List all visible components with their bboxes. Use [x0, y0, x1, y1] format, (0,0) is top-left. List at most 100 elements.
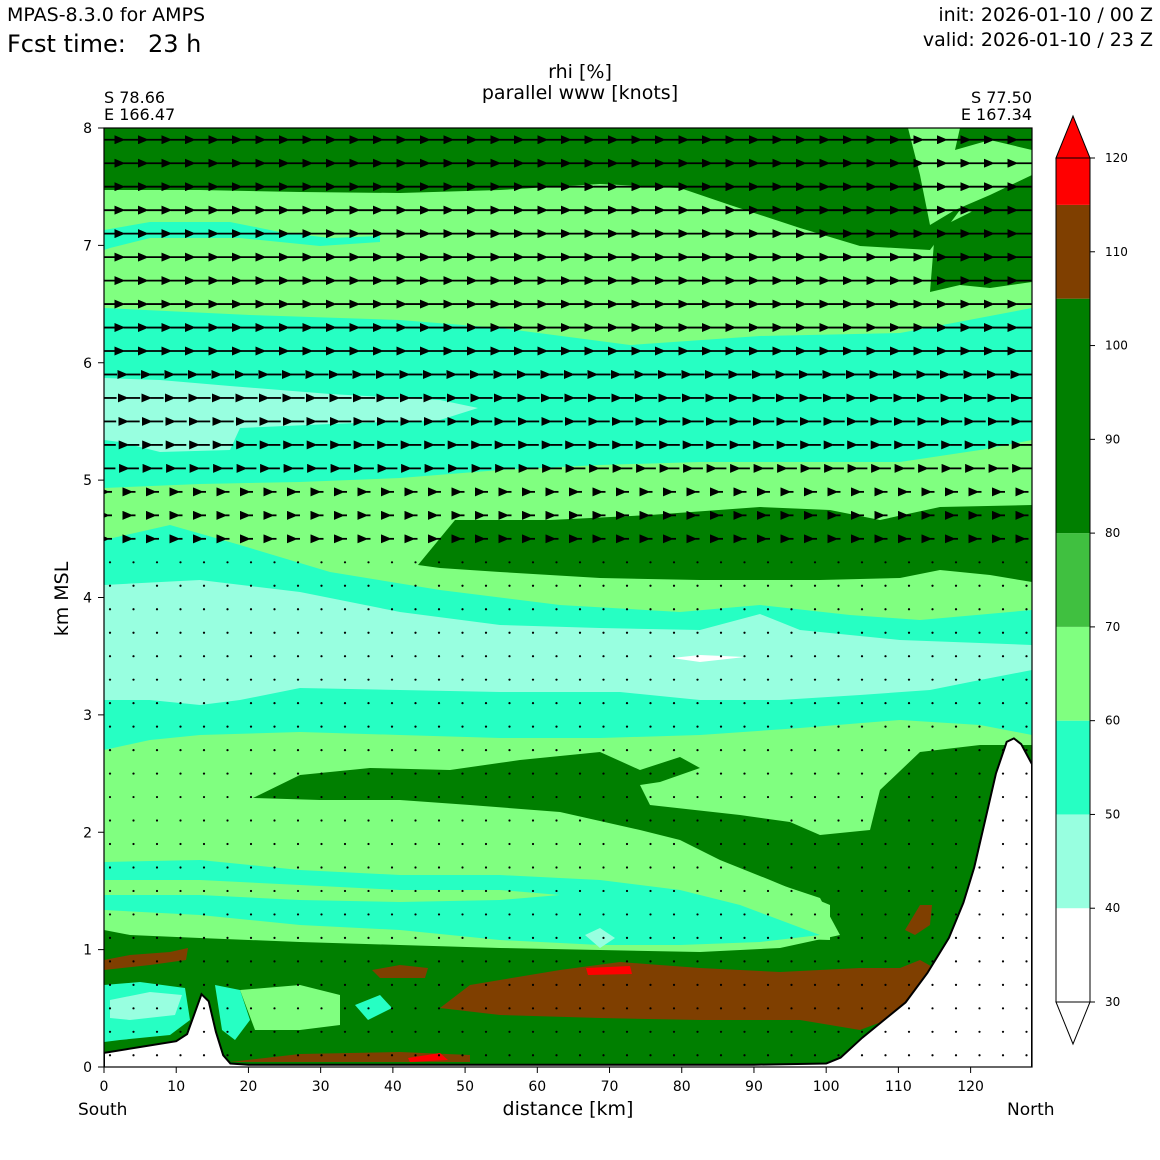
- wind-dot: [625, 725, 629, 728]
- wind-dot: [696, 678, 699, 681]
- wind-dot: [696, 983, 699, 986]
- wind-dot: [696, 748, 699, 752]
- wind-dot: [155, 819, 159, 822]
- wind-dot: [602, 631, 605, 634]
- wind-dot: [202, 584, 206, 587]
- wind-dot: [790, 702, 793, 705]
- wind-dot: [108, 889, 112, 893]
- wind-dot: [414, 866, 417, 869]
- wind-dot: [179, 584, 182, 587]
- wind-dot: [860, 1054, 864, 1057]
- wind-dot: [954, 678, 958, 681]
- wind-dot: [531, 842, 535, 846]
- wind-dot: [954, 725, 958, 728]
- wind-dot: [179, 960, 182, 963]
- wind-dot: [978, 1054, 981, 1057]
- wind-dot: [273, 561, 276, 564]
- wind-dot: [249, 631, 253, 634]
- wind-dot: [931, 678, 934, 681]
- wind-dot: [954, 1054, 958, 1057]
- rhi-white-sliver: [672, 655, 745, 662]
- wind-dot: [390, 561, 394, 564]
- wind-dot: [978, 655, 981, 658]
- wind-dot: [672, 866, 676, 869]
- wind-dot: [696, 819, 699, 822]
- wind-dot: [978, 842, 981, 846]
- y-tick-label: 8: [83, 121, 92, 137]
- wind-dot: [508, 842, 511, 846]
- wind-dot: [484, 866, 488, 869]
- wind-dot: [390, 772, 394, 775]
- wind-dot: [790, 842, 793, 846]
- wind-dot: [602, 983, 605, 986]
- wind-dot: [625, 842, 629, 846]
- wind-dot: [649, 608, 652, 611]
- wind-dot: [132, 1007, 135, 1010]
- wind-dot: [1001, 913, 1005, 916]
- wind-dot: [672, 1054, 676, 1057]
- wind-dot: [978, 584, 981, 587]
- wind-dot: [719, 983, 723, 986]
- wind-dot: [837, 631, 840, 634]
- wind-dot: [508, 819, 511, 822]
- wind-dot: [414, 819, 417, 822]
- y-tick-label: 3: [83, 708, 92, 724]
- rhi-band-top-dark: [104, 128, 1032, 250]
- wind-dot: [226, 561, 229, 564]
- valid-time: valid: 2026-01-10 / 23 Z: [922, 29, 1153, 51]
- wind-dot: [508, 655, 511, 658]
- model-label: MPAS-8.3.0 for AMPS: [7, 4, 206, 26]
- right-endpoint: S 77.50 E 167.34: [961, 89, 1032, 123]
- wind-dot: [179, 725, 182, 728]
- wind-dot: [578, 678, 582, 681]
- wind-dot: [343, 631, 347, 634]
- wind-dot: [343, 772, 347, 775]
- wind-dot: [860, 913, 864, 916]
- wind-dot: [766, 584, 770, 587]
- wind-dot: [907, 748, 911, 752]
- wind-dot: [531, 678, 535, 681]
- wind-dot: [155, 655, 159, 658]
- wind-dot: [296, 1007, 300, 1010]
- wind-dot: [696, 842, 699, 846]
- wind-dot: [625, 748, 629, 752]
- wind-dot: [437, 772, 441, 775]
- wind-dot: [320, 866, 323, 869]
- wind-dot: [508, 584, 511, 587]
- wind-dot: [461, 842, 464, 846]
- wind-dot: [555, 702, 558, 705]
- wind-dot: [931, 608, 934, 611]
- wind-dot: [884, 866, 887, 869]
- wind-dot: [132, 889, 135, 893]
- left-lon: E 166.47: [104, 105, 176, 124]
- wind-dot: [719, 655, 723, 658]
- wind-dot: [461, 584, 464, 587]
- wind-dot: [954, 748, 958, 752]
- wind-dot: [461, 819, 464, 822]
- wind-dot: [719, 748, 723, 752]
- wind-dot: [108, 561, 112, 564]
- wind-dot: [860, 1030, 864, 1033]
- wind-dot: [155, 725, 159, 728]
- wind-dot: [249, 960, 253, 963]
- x-tick-label: 70: [601, 1079, 619, 1095]
- wind-dot: [249, 1007, 253, 1010]
- wind-dot: [343, 913, 347, 916]
- wind-dot: [320, 1007, 323, 1010]
- wind-dot: [108, 936, 112, 939]
- wind-dot: [884, 655, 887, 658]
- wind-dot: [649, 819, 652, 822]
- wind-dot: [226, 795, 229, 799]
- wind-dot: [531, 561, 535, 564]
- wind-dot: [484, 983, 488, 986]
- wind-dot: [367, 561, 370, 564]
- wind-dot: [766, 725, 770, 728]
- wind-dot: [860, 631, 864, 634]
- wind-dot: [108, 819, 112, 822]
- wind-dot: [790, 866, 793, 869]
- colorbar: 30 40 50 60 70 80 90 100 110 120: [1055, 114, 1128, 1046]
- wind-dot: [649, 866, 652, 869]
- wind-dot: [531, 819, 535, 822]
- wind-dot: [531, 983, 535, 986]
- wind-dot: [860, 819, 864, 822]
